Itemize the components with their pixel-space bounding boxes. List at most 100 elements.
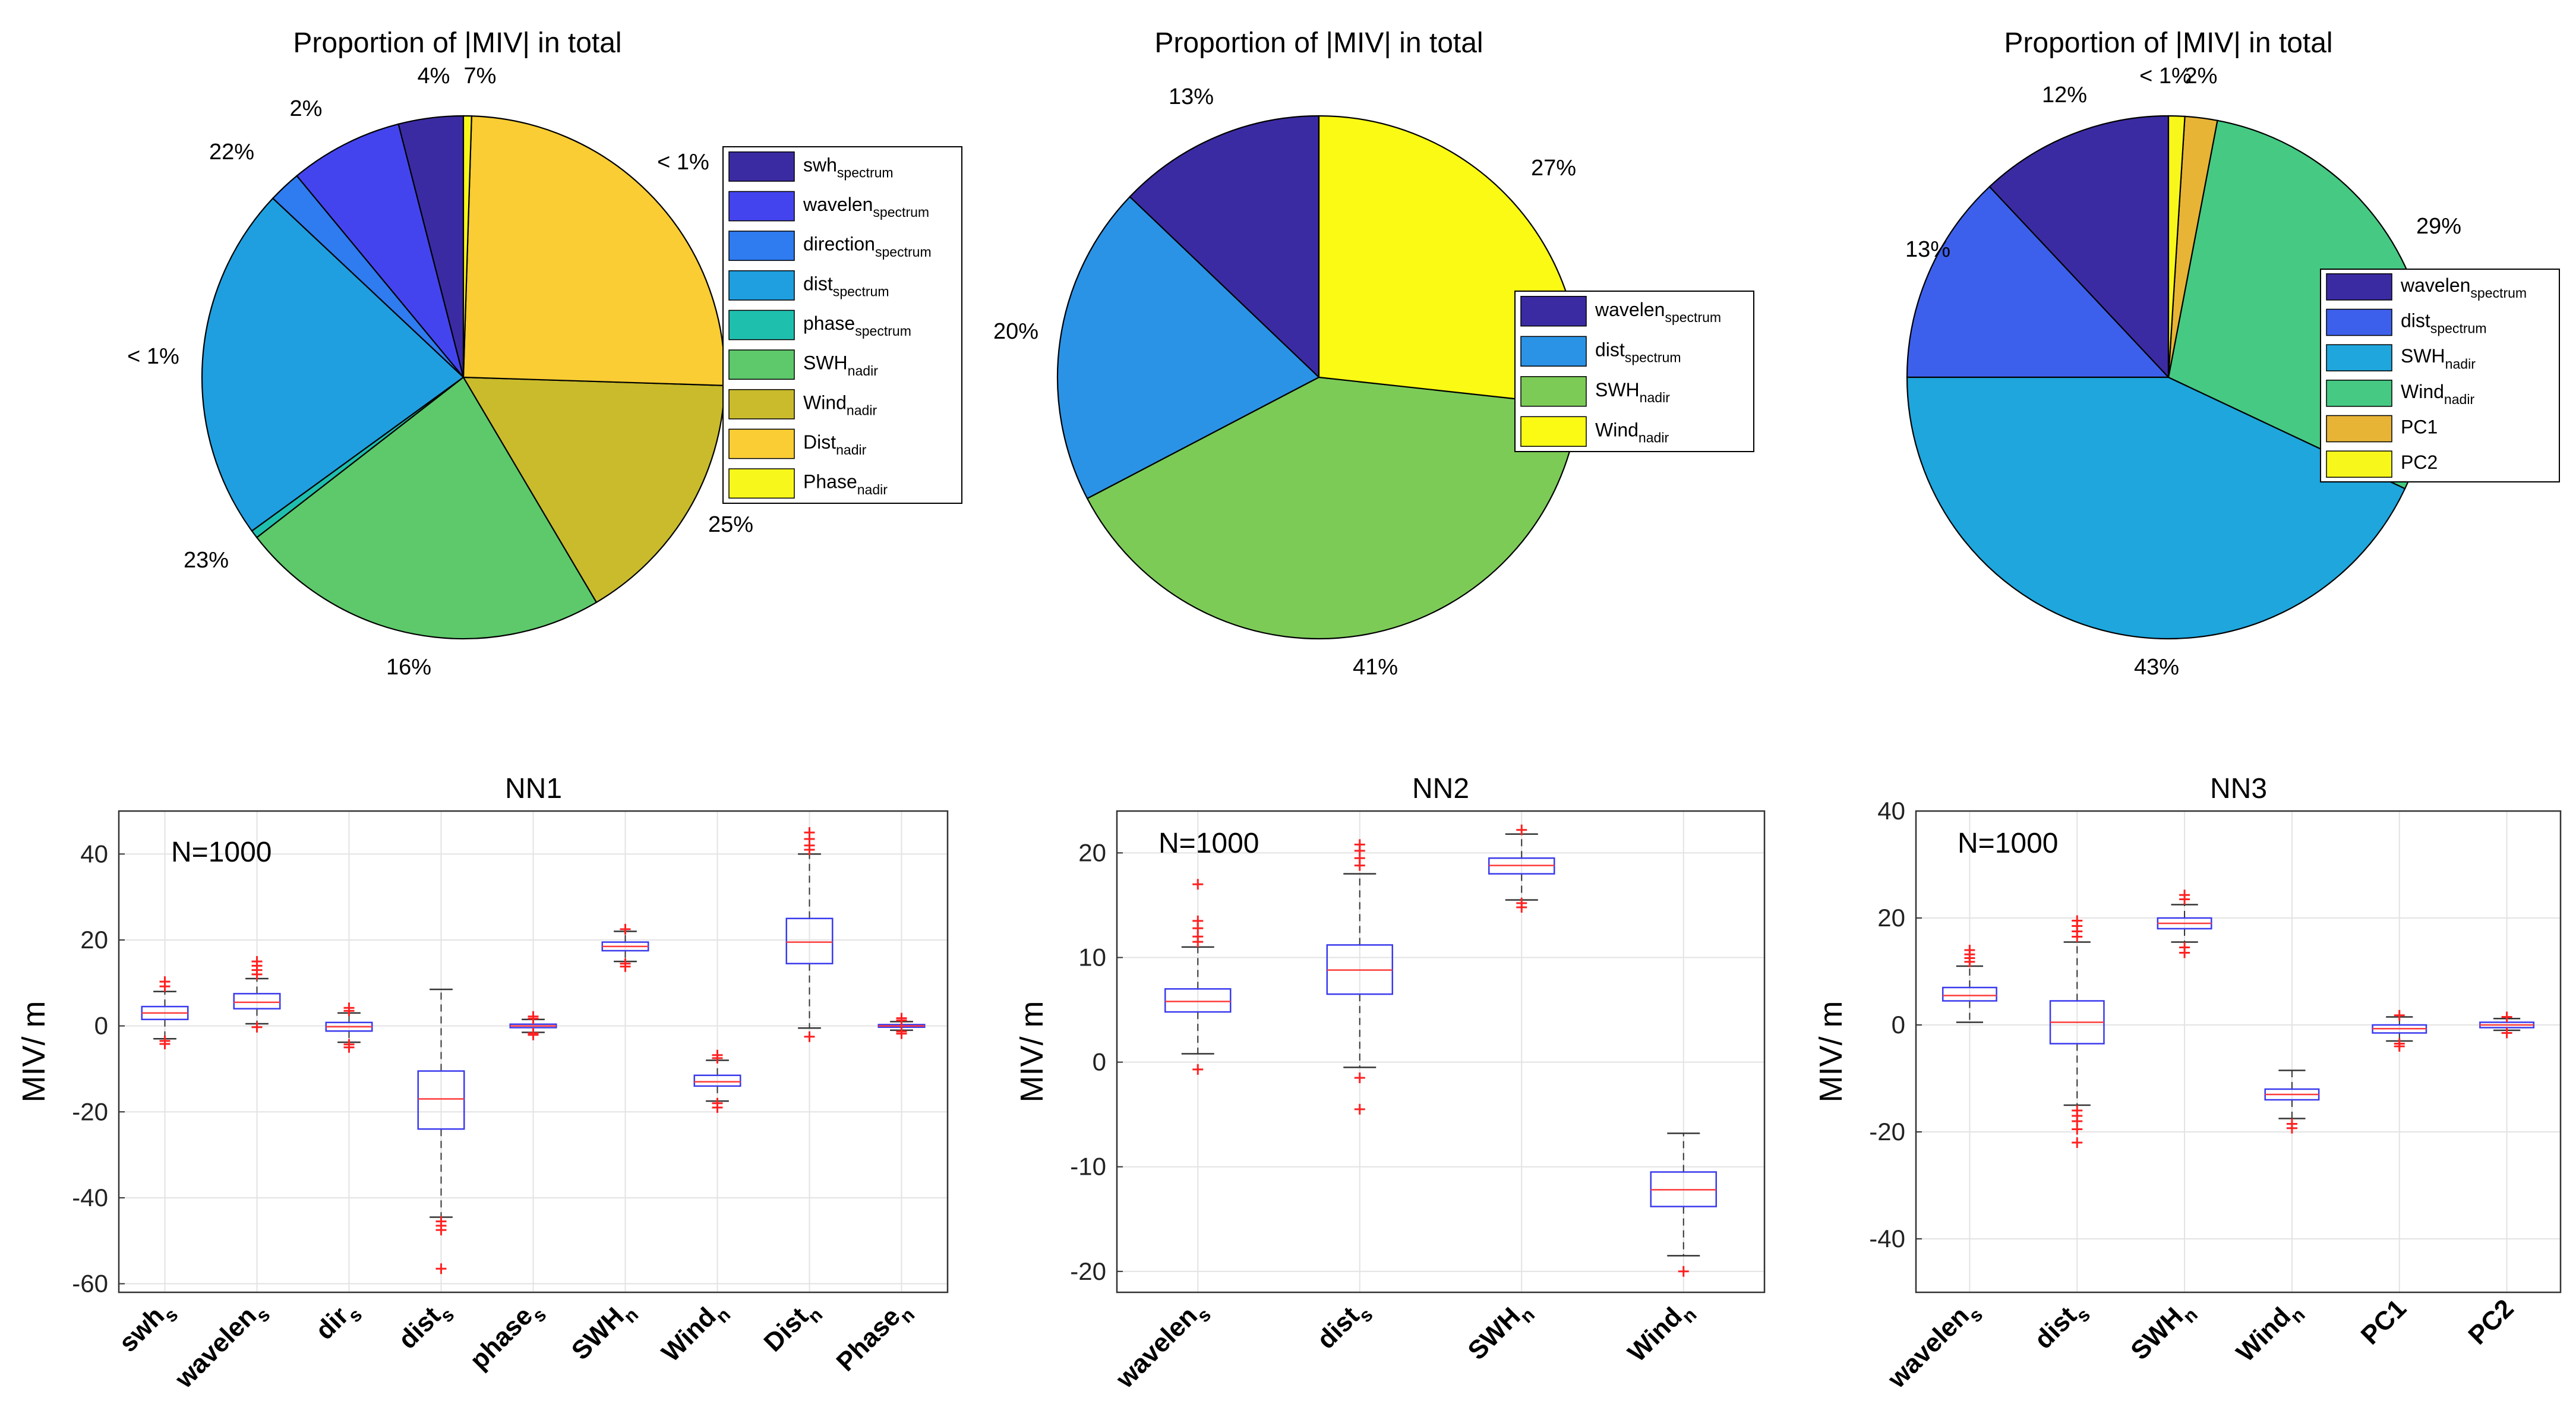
legend-entry: directionspectrum (803, 234, 932, 260)
legend-swatch (2326, 344, 2392, 371)
x-tick-label: SWHn (566, 1294, 643, 1370)
box-group-pc2: PC2 (2463, 1011, 2535, 1351)
legend-entry: PC1 (2401, 417, 2438, 438)
outlier-marker (2501, 1011, 2512, 1023)
box-group-swh: SWHn (2125, 889, 2212, 1370)
pie-slice-phase-nadir (462, 115, 472, 378)
plot-frame (118, 810, 949, 1294)
pie-slice-label: 41% (1353, 655, 1398, 680)
box-iqr (1942, 986, 1997, 1002)
outlier-marker (2072, 1137, 2083, 1148)
box-group-swh: SWHn (1462, 824, 1555, 1365)
legend-swatch (2326, 380, 2392, 407)
pie-slice-label: 13% (1169, 84, 1214, 109)
pie-legend: swhspectrumwavelenspectrumdirectionspect… (722, 146, 962, 504)
pie-slice-dist-spectrum (1056, 195, 1320, 500)
legend-entry: Windnadir (2401, 381, 2474, 407)
x-tick-label: Windn (2231, 1294, 2309, 1372)
legend-entry: distspectrum (803, 273, 889, 299)
legend-entry-sub: spectrum (873, 204, 929, 220)
x-tick-label-base: wavelen (1882, 1301, 1975, 1394)
outlier-marker (620, 961, 631, 972)
pie-slice-label: 2% (290, 96, 323, 121)
legend-entry-base: SWH (2401, 345, 2445, 367)
outlier-marker (1516, 824, 1527, 835)
pie-title: Proportion of |MIV| in total (2004, 27, 2332, 59)
pie-chart-3: Proportion of |MIV| in total 12% 13% 43% 29%… (1905, 27, 2560, 680)
legend-entry-sub: nadir (847, 403, 877, 418)
outlier-marker (159, 1038, 171, 1049)
legend-entry-sub: spectrum (837, 165, 894, 181)
legend-entry-base: swh (803, 154, 837, 175)
outlier-marker (1192, 879, 1204, 890)
y-tick-label: 0 (1093, 1048, 1106, 1076)
y-axis-label: MIV/ m (1813, 1001, 1849, 1103)
pie-slice-label: 29% (2416, 214, 2461, 239)
x-tick-label: Phasen (831, 1294, 919, 1381)
legend-entry-base: PC2 (2401, 452, 2438, 473)
y-tick-label: -20 (72, 1097, 108, 1125)
pie-slice-dist-spectrum (1906, 185, 2170, 378)
y-tick-label: -20 (1070, 1257, 1106, 1285)
legend-entry: PC2 (2401, 452, 2438, 473)
box-group-wind: Windn (656, 1049, 741, 1368)
y-tick-label: -20 (1869, 1118, 1905, 1146)
pie-slice-label: < 1% (2139, 64, 2192, 89)
outlier-marker (435, 1263, 447, 1274)
box-iqr (417, 1070, 465, 1130)
pie-slice-wavelen-spectrum (1129, 115, 1320, 379)
pie-slice-label: 4% (418, 64, 450, 89)
box-group-dist: Distn (758, 827, 834, 1362)
legend-entry-base: wavelen (2400, 275, 2470, 296)
outlier-marker (804, 827, 815, 838)
legend-entry-base: Wind (803, 392, 847, 413)
legend-entry-sub: nadir (857, 482, 888, 497)
legend-entry: distspectrum (2401, 310, 2487, 336)
box-iqr (693, 1074, 741, 1087)
pie-slice-dist-spectrum (201, 197, 465, 532)
sample-size-annotation: N=1000 (171, 837, 272, 868)
outlier-marker (2394, 1009, 2405, 1021)
x-tick-label: dists (2029, 1294, 2094, 1359)
box-title: NN1 (505, 773, 562, 805)
pie-chart-1: Proportion of |MIV| in total 4% 7% 2% 22% < 1… (127, 27, 962, 680)
x-tick-label: Distn (758, 1294, 826, 1362)
y-tick-label: 0 (94, 1012, 108, 1040)
pie-slice-label: 20% (993, 319, 1038, 344)
legend-swatch (728, 349, 795, 380)
legend-entry: Windnadir (803, 392, 877, 418)
pie-slice-label: 16% (386, 655, 431, 680)
legend-swatch (728, 151, 795, 182)
outlier-marker (896, 1028, 907, 1039)
pie-slice-wavelen-spectrum (295, 123, 465, 378)
legend-swatch (1520, 336, 1587, 367)
legend-entry-base: dist (2401, 310, 2430, 332)
outlier-marker (1354, 1103, 1365, 1115)
box-iqr (1164, 988, 1232, 1013)
pie-slice-label: < 1% (657, 150, 709, 175)
legend-swatch (1520, 416, 1587, 447)
legend-entry-base: Wind (1595, 419, 1639, 440)
pie-slice-wind-nadir (462, 376, 725, 604)
box-title: NN2 (1412, 773, 1469, 805)
legend-swatch (728, 270, 795, 301)
y-axis-label: MIV/ m (16, 1001, 52, 1103)
x-tick-label-base: PC2 (2463, 1294, 2519, 1350)
legend-entry-sub: nadir (2445, 356, 2476, 371)
outlier-marker (1516, 902, 1527, 913)
x-tick-label: wavelens (169, 1294, 274, 1399)
legend-entry-sub: nadir (1639, 430, 1669, 445)
legend-entry-sub: spectrum (1665, 310, 1721, 325)
plot-frame (1915, 810, 2562, 1294)
outlier-marker (712, 1049, 723, 1061)
x-tick-label: SWHn (2125, 1294, 2202, 1370)
legend-entry-sub: nadir (1640, 390, 1671, 405)
x-tick-label-base: Phase (831, 1302, 906, 1377)
legend-swatch (728, 389, 795, 419)
outlier-marker (343, 1002, 355, 1014)
legend-entry: Windnadir (1595, 419, 1669, 445)
legend-entry-base: Wind (2401, 381, 2444, 402)
legend-swatch (2326, 415, 2392, 443)
box-group-swh: SWHn (566, 923, 649, 1370)
